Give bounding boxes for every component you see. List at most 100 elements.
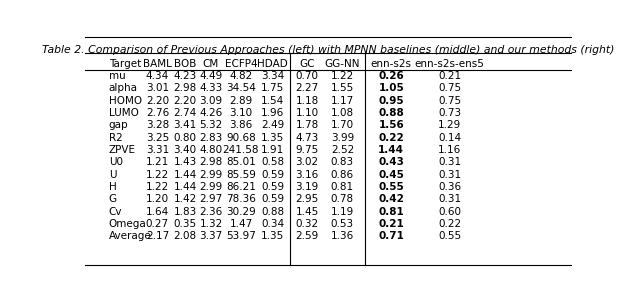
Text: 1.05: 1.05 xyxy=(378,83,404,93)
Text: 90.68: 90.68 xyxy=(226,133,256,143)
Text: 0.35: 0.35 xyxy=(173,219,196,229)
Text: enn-s2s-ens5: enn-s2s-ens5 xyxy=(415,59,484,69)
Text: HDAD: HDAD xyxy=(257,59,288,69)
Text: 3.40: 3.40 xyxy=(173,145,196,155)
Text: 1.22: 1.22 xyxy=(146,170,169,180)
Text: 4.49: 4.49 xyxy=(199,71,223,81)
Text: 5.32: 5.32 xyxy=(199,120,223,130)
Text: 3.01: 3.01 xyxy=(146,83,169,93)
Text: 0.81: 0.81 xyxy=(378,207,404,217)
Text: ZPVE: ZPVE xyxy=(109,145,136,155)
Text: 1.44: 1.44 xyxy=(173,182,196,192)
Text: Omega: Omega xyxy=(109,219,147,229)
Text: 0.31: 0.31 xyxy=(438,157,461,168)
Text: BOB: BOB xyxy=(174,59,196,69)
Text: GG-NN: GG-NN xyxy=(324,59,360,69)
Text: H: H xyxy=(109,182,116,192)
Text: 2.95: 2.95 xyxy=(296,194,319,205)
Text: 3.02: 3.02 xyxy=(296,157,319,168)
Text: 0.88: 0.88 xyxy=(261,207,284,217)
Text: 1.35: 1.35 xyxy=(261,231,284,241)
Text: 1.32: 1.32 xyxy=(199,219,223,229)
Text: 1.19: 1.19 xyxy=(331,207,354,217)
Text: 2.83: 2.83 xyxy=(199,133,223,143)
Text: Target: Target xyxy=(109,59,141,69)
Text: 0.45: 0.45 xyxy=(378,170,404,180)
Text: 1.18: 1.18 xyxy=(296,96,319,106)
Text: 0.59: 0.59 xyxy=(261,182,284,192)
Text: 3.25: 3.25 xyxy=(146,133,169,143)
Text: 1.44: 1.44 xyxy=(378,145,404,155)
Text: ECFP4: ECFP4 xyxy=(225,59,257,69)
Text: 1.54: 1.54 xyxy=(261,96,284,106)
Text: LUMO: LUMO xyxy=(109,108,139,118)
Text: HOMO: HOMO xyxy=(109,96,142,106)
Text: 2.36: 2.36 xyxy=(199,207,223,217)
Text: 3.19: 3.19 xyxy=(296,182,319,192)
Text: 2.76: 2.76 xyxy=(146,108,169,118)
Text: 1.16: 1.16 xyxy=(438,145,461,155)
Text: 3.10: 3.10 xyxy=(229,108,253,118)
Text: 0.53: 0.53 xyxy=(331,219,354,229)
Text: 2.52: 2.52 xyxy=(331,145,354,155)
Text: 1.55: 1.55 xyxy=(331,83,354,93)
Text: 0.36: 0.36 xyxy=(438,182,461,192)
Text: 0.88: 0.88 xyxy=(378,108,404,118)
Text: 2.20: 2.20 xyxy=(173,96,196,106)
Text: GC: GC xyxy=(300,59,315,69)
Text: 4.33: 4.33 xyxy=(199,83,223,93)
Text: 0.75: 0.75 xyxy=(438,96,461,106)
Text: 0.70: 0.70 xyxy=(296,71,319,81)
Text: 1.64: 1.64 xyxy=(146,207,169,217)
Text: 3.34: 3.34 xyxy=(261,71,284,81)
Text: 1.17: 1.17 xyxy=(331,96,354,106)
Text: 1.22: 1.22 xyxy=(146,182,169,192)
Text: 4.34: 4.34 xyxy=(146,71,169,81)
Text: 241.58: 241.58 xyxy=(223,145,259,155)
Text: 1.08: 1.08 xyxy=(331,108,354,118)
Text: 0.14: 0.14 xyxy=(438,133,461,143)
Text: 1.20: 1.20 xyxy=(146,194,169,205)
Text: 3.09: 3.09 xyxy=(200,96,223,106)
Text: R2: R2 xyxy=(109,133,122,143)
Text: 53.97: 53.97 xyxy=(226,231,256,241)
Text: Cv: Cv xyxy=(109,207,122,217)
Text: 4.82: 4.82 xyxy=(229,71,253,81)
Text: Table 2. Comparison of Previous Approaches (left) with MPNN baselines (middle) a: Table 2. Comparison of Previous Approach… xyxy=(42,45,614,55)
Text: 0.27: 0.27 xyxy=(146,219,169,229)
Text: 1.70: 1.70 xyxy=(331,120,354,130)
Text: 1.43: 1.43 xyxy=(173,157,196,168)
Text: 1.42: 1.42 xyxy=(173,194,196,205)
Text: 1.47: 1.47 xyxy=(229,219,253,229)
Text: U: U xyxy=(109,170,116,180)
Text: 2.20: 2.20 xyxy=(146,96,169,106)
Text: 0.42: 0.42 xyxy=(378,194,404,205)
Text: 2.99: 2.99 xyxy=(199,182,223,192)
Text: 0.26: 0.26 xyxy=(378,71,404,81)
Text: 2.97: 2.97 xyxy=(199,194,223,205)
Text: 0.22: 0.22 xyxy=(378,133,404,143)
Text: 1.91: 1.91 xyxy=(261,145,284,155)
Text: 1.29: 1.29 xyxy=(438,120,461,130)
Text: 2.49: 2.49 xyxy=(261,120,284,130)
Text: 1.96: 1.96 xyxy=(261,108,284,118)
Text: 3.28: 3.28 xyxy=(146,120,169,130)
Text: 0.95: 0.95 xyxy=(378,96,404,106)
Text: 0.71: 0.71 xyxy=(378,231,404,241)
Text: 0.43: 0.43 xyxy=(378,157,404,168)
Text: 0.59: 0.59 xyxy=(261,170,284,180)
Text: enn-s2s: enn-s2s xyxy=(371,59,412,69)
Text: 2.17: 2.17 xyxy=(146,231,169,241)
Text: gap: gap xyxy=(109,120,129,130)
Text: 0.59: 0.59 xyxy=(261,194,284,205)
Text: 3.99: 3.99 xyxy=(331,133,354,143)
Text: 2.89: 2.89 xyxy=(229,96,253,106)
Text: 1.22: 1.22 xyxy=(331,71,354,81)
Text: 30.29: 30.29 xyxy=(226,207,256,217)
Text: 0.60: 0.60 xyxy=(438,207,461,217)
Text: 1.75: 1.75 xyxy=(261,83,284,93)
Text: 2.99: 2.99 xyxy=(199,170,223,180)
Text: 4.26: 4.26 xyxy=(199,108,223,118)
Text: 78.36: 78.36 xyxy=(226,194,256,205)
Text: 1.35: 1.35 xyxy=(261,133,284,143)
